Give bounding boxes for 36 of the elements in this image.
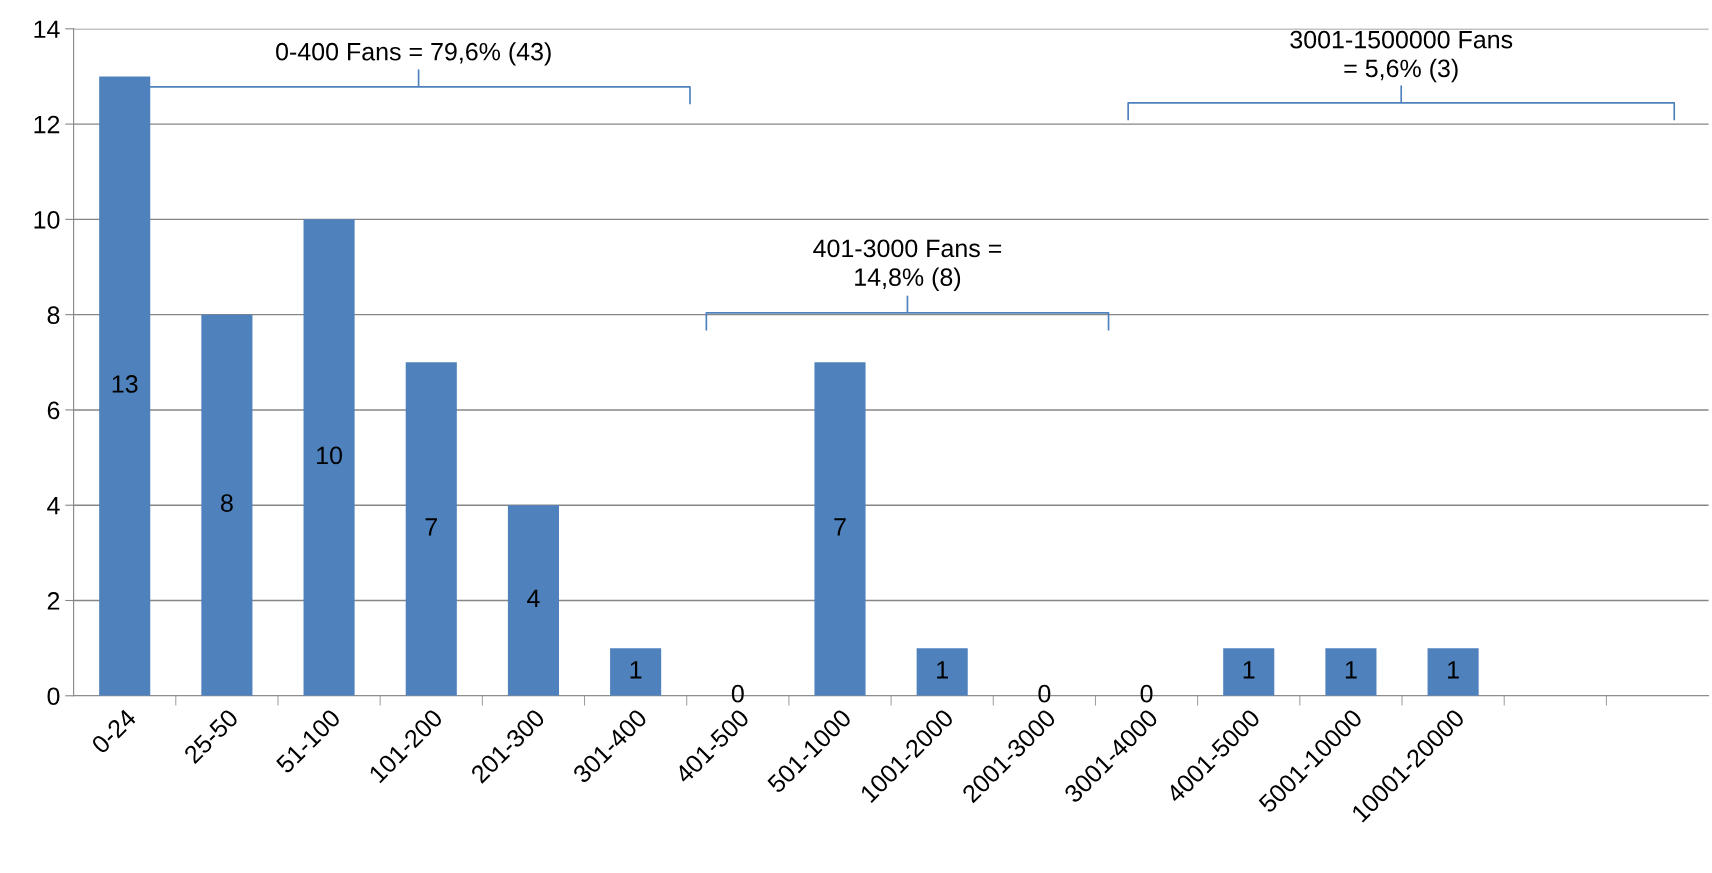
bar [916, 648, 968, 696]
data-label: 0 [731, 684, 744, 703]
bar [1325, 648, 1377, 696]
data-label: 1 [630, 661, 642, 679]
data-label: 13 [112, 375, 138, 393]
y-tick-label: 4 [47, 497, 60, 515]
data-label: 0 [1038, 684, 1051, 703]
annotation: 0-400 Fans = 79,6% (43) [276, 42, 551, 66]
y-tick-label: 12 [34, 115, 60, 134]
data-label: 1 [1345, 661, 1357, 679]
y-tick-label: 2 [47, 592, 60, 610]
data-label: 7 [834, 518, 846, 536]
bar [610, 648, 662, 696]
y-tick-label: 6 [47, 401, 60, 420]
annotation: 401-3000 Fans = 14,8% (8) [813, 239, 1002, 291]
annotation: 3001-1500000 Fans = 5,6% (3) [1290, 30, 1513, 83]
data-label: 10 [317, 446, 343, 465]
data-label: 1 [1243, 661, 1255, 679]
x-tick-label: 0-24 [90, 707, 138, 755]
bar [405, 362, 457, 696]
bar [303, 219, 355, 696]
data-label: 0 [1140, 684, 1153, 703]
data-label: 1 [937, 661, 948, 679]
y-tick-label: 10 [34, 210, 60, 229]
data-label: 1 [1448, 661, 1459, 679]
bar [814, 362, 866, 696]
y-tick-label: 14 [34, 20, 60, 38]
bar [1427, 648, 1479, 696]
data-label: 7 [425, 518, 437, 536]
data-label: 4 [527, 589, 540, 607]
bar [1223, 648, 1275, 696]
bar [507, 505, 559, 696]
bar [201, 314, 253, 696]
y-tick-label: 8 [47, 306, 60, 324]
data-label: 8 [221, 494, 233, 512]
y-tick-label: 0 [47, 687, 60, 706]
